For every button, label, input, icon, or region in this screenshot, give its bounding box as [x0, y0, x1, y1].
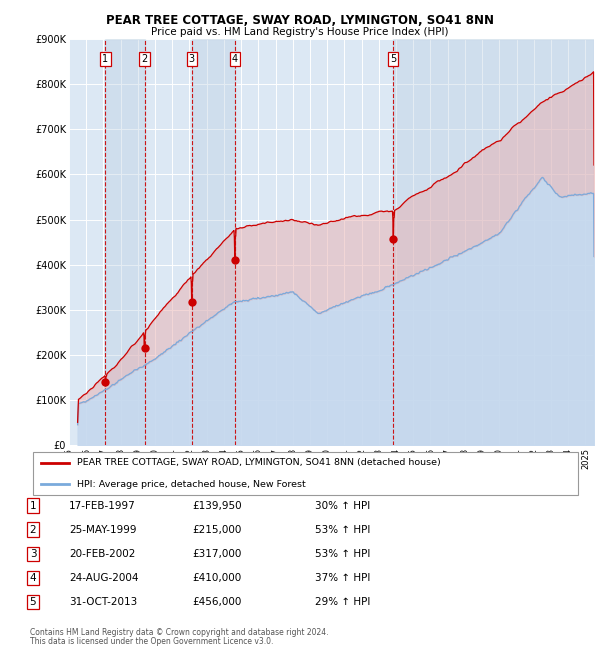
Bar [192, 39, 235, 445]
Text: 20-FEB-2002: 20-FEB-2002 [69, 549, 136, 559]
Text: 5: 5 [390, 55, 396, 64]
Bar [393, 39, 594, 445]
Text: PEAR TREE COTTAGE, SWAY ROAD, LYMINGTON, SO41 8NN: PEAR TREE COTTAGE, SWAY ROAD, LYMINGTON,… [106, 14, 494, 27]
Text: This data is licensed under the Open Government Licence v3.0.: This data is licensed under the Open Gov… [30, 637, 274, 646]
Text: 53% ↑ HPI: 53% ↑ HPI [315, 525, 370, 535]
Text: 2: 2 [29, 525, 37, 535]
Text: £139,950: £139,950 [192, 500, 242, 511]
Text: 5: 5 [29, 597, 37, 607]
Text: £456,000: £456,000 [192, 597, 241, 607]
Text: 24-AUG-2004: 24-AUG-2004 [69, 573, 139, 583]
Text: PEAR TREE COTTAGE, SWAY ROAD, LYMINGTON, SO41 8NN (detached house): PEAR TREE COTTAGE, SWAY ROAD, LYMINGTON,… [77, 458, 440, 467]
Text: 3: 3 [29, 549, 37, 559]
Text: 3: 3 [188, 55, 195, 64]
Text: 29% ↑ HPI: 29% ↑ HPI [315, 597, 370, 607]
Text: HPI: Average price, detached house, New Forest: HPI: Average price, detached house, New … [77, 480, 305, 489]
Bar [106, 39, 145, 445]
Text: 1: 1 [103, 55, 109, 64]
FancyBboxPatch shape [33, 452, 578, 495]
Text: 2: 2 [142, 55, 148, 64]
Text: 37% ↑ HPI: 37% ↑ HPI [315, 573, 370, 583]
Text: 53% ↑ HPI: 53% ↑ HPI [315, 549, 370, 559]
Text: 30% ↑ HPI: 30% ↑ HPI [315, 500, 370, 511]
Text: Price paid vs. HM Land Registry's House Price Index (HPI): Price paid vs. HM Land Registry's House … [151, 27, 449, 37]
Text: Contains HM Land Registry data © Crown copyright and database right 2024.: Contains HM Land Registry data © Crown c… [30, 628, 329, 637]
Text: £410,000: £410,000 [192, 573, 241, 583]
Text: 4: 4 [232, 55, 238, 64]
Text: 25-MAY-1999: 25-MAY-1999 [69, 525, 137, 535]
Text: 31-OCT-2013: 31-OCT-2013 [69, 597, 137, 607]
Text: 4: 4 [29, 573, 37, 583]
Text: £317,000: £317,000 [192, 549, 241, 559]
Text: £215,000: £215,000 [192, 525, 241, 535]
Text: 17-FEB-1997: 17-FEB-1997 [69, 500, 136, 511]
Text: 1: 1 [29, 500, 37, 511]
